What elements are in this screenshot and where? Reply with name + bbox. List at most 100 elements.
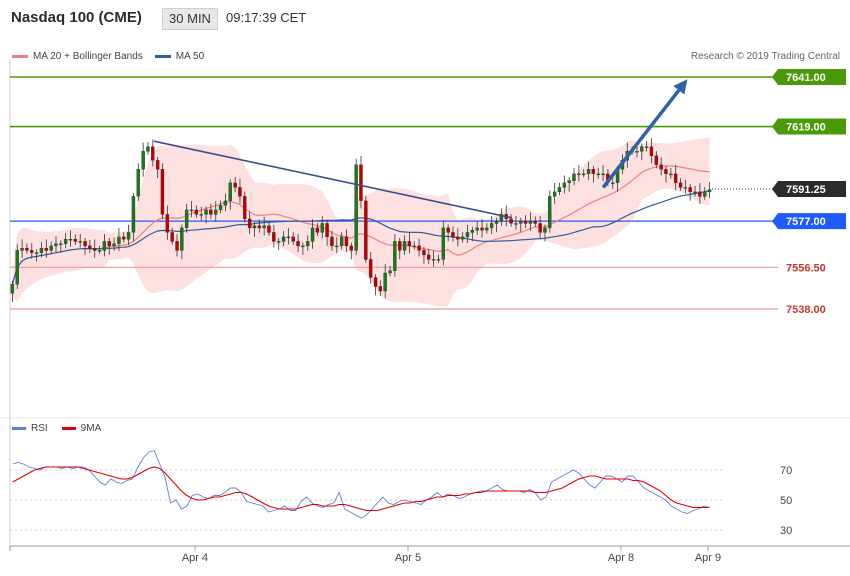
level-label-box — [772, 181, 846, 198]
candle — [552, 183, 557, 204]
candle — [199, 206, 203, 221]
candle — [683, 179, 688, 194]
candle-body — [417, 245, 421, 251]
timeframe-badge[interactable]: 30 MIN — [162, 8, 218, 30]
level-label: 7641.00 — [786, 72, 826, 84]
candle — [417, 238, 421, 257]
candle — [73, 234, 78, 245]
candle — [170, 227, 174, 245]
candle-body — [402, 241, 407, 251]
candle — [480, 219, 484, 238]
candle — [160, 163, 165, 220]
candle — [562, 175, 567, 194]
candle — [494, 217, 499, 233]
x-tick-label: Apr 5 — [395, 552, 421, 564]
candle — [306, 235, 310, 251]
candle — [281, 230, 286, 247]
candle — [388, 265, 392, 277]
candle-body — [460, 236, 465, 240]
level-label-box — [772, 213, 846, 230]
candle — [228, 179, 232, 210]
candle — [272, 224, 276, 248]
candle-body — [117, 236, 121, 244]
rsi-tick-label-50: 50 — [780, 495, 792, 507]
candle-body — [194, 209, 199, 215]
candles — [10, 138, 712, 303]
candle — [436, 254, 441, 263]
x-tick-label: Apr 4 — [182, 552, 208, 564]
ma50-swatch — [154, 55, 171, 58]
candle — [34, 249, 39, 262]
candle-body — [20, 248, 24, 251]
candle-body — [533, 221, 537, 224]
candle — [339, 232, 344, 250]
candle — [218, 200, 223, 214]
candle-body — [310, 227, 315, 242]
candle — [126, 224, 131, 246]
bollinger-band-area — [12, 138, 710, 307]
candle-body — [199, 214, 203, 216]
candle — [669, 167, 673, 179]
candle-body — [189, 209, 194, 212]
legend-ma50: MA 50 — [154, 51, 205, 62]
candle-body — [378, 286, 383, 292]
candle — [659, 157, 663, 176]
candle — [141, 142, 145, 177]
candle-body — [557, 187, 562, 193]
candle — [489, 215, 494, 234]
candle-body — [412, 245, 416, 248]
level-pivot-3: 7577.00 — [10, 213, 846, 230]
candle — [68, 230, 73, 247]
candle-body — [354, 164, 358, 251]
candle — [485, 223, 489, 234]
candle — [252, 222, 257, 237]
candle — [465, 224, 470, 244]
candle — [257, 219, 262, 233]
candle — [577, 165, 581, 182]
level-label-box — [772, 69, 846, 85]
candle — [117, 228, 121, 252]
candle-body — [596, 173, 600, 176]
candle — [548, 190, 552, 233]
candle — [107, 238, 111, 255]
candle-body — [388, 270, 392, 274]
candle — [131, 193, 136, 242]
candle-body — [59, 243, 63, 245]
candle — [533, 216, 537, 227]
candle — [368, 252, 373, 284]
candle-body — [214, 209, 218, 215]
candle-body — [611, 182, 615, 185]
legend-ma50-label: MA 50 — [175, 51, 205, 62]
candle-body — [243, 196, 247, 220]
level-last-2: 7591.25 — [712, 181, 846, 198]
candle — [427, 248, 431, 265]
candle — [664, 165, 668, 183]
candle — [175, 233, 179, 257]
candle — [499, 208, 504, 226]
candle — [97, 245, 102, 254]
candle — [301, 242, 305, 255]
candle-body — [649, 146, 654, 156]
candle — [441, 220, 445, 266]
candle-body — [436, 259, 441, 261]
candle — [678, 178, 683, 191]
candle — [460, 232, 465, 243]
candle — [586, 161, 591, 180]
candle-body — [281, 236, 286, 242]
candle — [707, 182, 712, 198]
chart-header: Nasdaq 100 (CME) 30 MIN 09:17:39 CET — [0, 0, 850, 38]
candle-body — [155, 160, 160, 170]
candle — [446, 224, 450, 242]
rsi-swatch — [12, 427, 26, 430]
candle-body — [659, 164, 663, 170]
candle — [93, 239, 97, 258]
candle-body — [325, 223, 329, 238]
level-support-5: 7538.00 — [10, 304, 826, 316]
candle — [262, 216, 266, 236]
candle — [44, 239, 48, 258]
candle-body — [523, 221, 528, 224]
candle-body — [247, 218, 252, 229]
candle-body — [669, 173, 673, 176]
candle-body — [548, 196, 552, 229]
